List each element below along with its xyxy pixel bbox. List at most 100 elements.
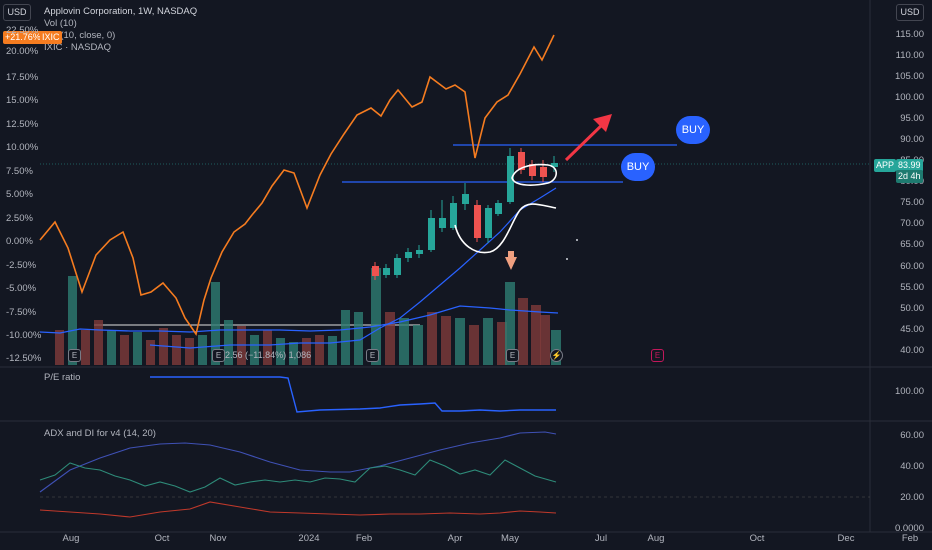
volume-bar <box>441 316 451 365</box>
earnings-badge[interactable]: E <box>212 349 225 362</box>
right-axis-tick: 55.00 <box>900 282 924 293</box>
candle-mark <box>495 203 502 214</box>
volume-bar <box>68 276 77 365</box>
left-axis-tick: 2.50% <box>6 213 33 224</box>
bar-countdown-tag: 2d 4h <box>896 170 923 183</box>
candle-mark <box>529 164 536 176</box>
chart-title[interactable]: Applovin Corporation, 1W, NASDAQ <box>44 6 198 17</box>
volume-bar <box>133 332 142 365</box>
pe-pane-title[interactable]: P/E ratio <box>44 372 81 383</box>
volume-bar <box>94 320 103 365</box>
ma-10-line <box>149 187 557 349</box>
time-axis-label: Jul <box>594 533 608 544</box>
time-axis-label: Oct <box>749 533 765 544</box>
volume-bar <box>120 335 129 365</box>
volume-bar <box>302 338 311 365</box>
right-axis-tick: 40.00 <box>900 345 924 356</box>
earnings-badge[interactable]: E <box>366 349 379 362</box>
down-arrow <box>505 257 517 270</box>
right-axis-tick: 110.00 <box>895 50 924 61</box>
right-axis-tick: 100.00 <box>894 92 924 103</box>
volume-bar <box>276 338 285 365</box>
candle-mark <box>540 167 547 177</box>
volume-bar <box>315 335 324 365</box>
volume-bar <box>146 340 155 365</box>
right-axis-tick: 70.00 <box>900 218 924 229</box>
left-axis-tick: 20.00% <box>6 46 39 57</box>
adx-axis-tick: 60.00 <box>900 430 924 441</box>
right-axis-tick: 95.00 <box>900 113 924 124</box>
volume-bar <box>263 330 272 365</box>
last-price-tag: 83.99 <box>896 159 923 172</box>
volume-bar <box>413 325 423 365</box>
left-axis-tick: -2.50% <box>6 260 37 271</box>
volume-bar <box>505 282 515 365</box>
right-axis-tick: 90.00 <box>900 134 924 145</box>
left-axis-tick: 17.50% <box>6 72 39 83</box>
buy-label-lower[interactable]: BUY <box>621 153 655 181</box>
red-arrow <box>564 120 607 162</box>
candle-mark <box>507 156 514 202</box>
volume-bar <box>81 330 90 365</box>
earnings-badge[interactable]: E <box>506 349 519 362</box>
ma-indicator-label[interactable]: MA (10, close, 0) <box>44 30 116 41</box>
volume-indicator-label[interactable]: Vol (10) <box>44 18 77 29</box>
time-axis-label: Feb <box>355 533 373 544</box>
candle-mark <box>462 194 469 204</box>
right-axis-tick: 60.00 <box>900 261 924 272</box>
right-axis-tick: 115.00 <box>895 29 924 40</box>
buy-label-upper[interactable]: BUY <box>676 116 710 144</box>
volume-ma-line <box>39 305 559 334</box>
pe-ratio-line <box>150 376 556 413</box>
flash-icon[interactable]: ⚡ <box>550 349 563 362</box>
candle-mark <box>518 152 525 170</box>
adx-axis-tick: 0.0000 <box>894 523 924 534</box>
right-axis-tick: 105.00 <box>894 71 924 82</box>
symbol-tag: APP <box>874 159 897 172</box>
adx-line <box>39 431 557 493</box>
earnings-badge-upcoming[interactable]: E <box>651 349 664 362</box>
right-axis-tick: 50.00 <box>900 303 924 314</box>
right-axis-tick: 45.00 <box>900 324 924 335</box>
pe-axis-tick: 100.00 <box>894 386 924 397</box>
candle-mark <box>372 266 379 276</box>
volume-bar <box>185 338 194 365</box>
volume-bar <box>211 282 220 365</box>
volume-bar <box>224 320 233 365</box>
left-axis-tick: 7.50% <box>6 166 33 177</box>
currency-selector-right[interactable]: USD <box>896 4 924 21</box>
volume-bar <box>455 318 465 365</box>
compare-symbol-tag: IXIC <box>40 31 62 44</box>
time-axis-label: Dec <box>837 533 855 544</box>
adx-pane-title[interactable]: ADX and DI for v4 (14, 20) <box>44 428 156 439</box>
volume-bar <box>250 335 259 365</box>
time-axis-label: Oct <box>154 533 170 544</box>
earnings-badge[interactable]: E <box>68 349 81 362</box>
compare-change-tag: +21.76% <box>3 31 43 44</box>
time-axis-label: Apr <box>447 533 463 544</box>
candle-mark <box>416 250 423 254</box>
ixic-compare-line <box>39 34 555 336</box>
time-axis-label: Feb <box>901 533 919 544</box>
volume-bar <box>518 298 528 365</box>
right-axis-tick: 65.00 <box>900 239 924 250</box>
compare-symbol-label[interactable]: IXIC · NASDAQ <box>44 42 112 53</box>
volume-bar <box>107 330 116 365</box>
left-axis-tick: 5.00% <box>6 189 33 200</box>
candle-mark <box>428 218 435 250</box>
volume-bar <box>198 335 207 365</box>
volume-bar <box>551 330 561 365</box>
adx-axis-tick: 20.00 <box>900 492 924 503</box>
volume-bar <box>427 312 437 365</box>
volume-bar <box>483 318 493 365</box>
left-axis-tick: 22.50% <box>6 25 39 36</box>
candle-mark <box>551 163 558 167</box>
volume-bar <box>341 310 350 365</box>
candles <box>372 148 558 280</box>
volume-bar <box>55 330 64 365</box>
volume-bar <box>289 342 298 365</box>
currency-selector-left[interactable]: USD <box>3 4 31 21</box>
left-axis-tick: -10.00% <box>6 330 42 341</box>
volume-bar <box>371 268 381 365</box>
